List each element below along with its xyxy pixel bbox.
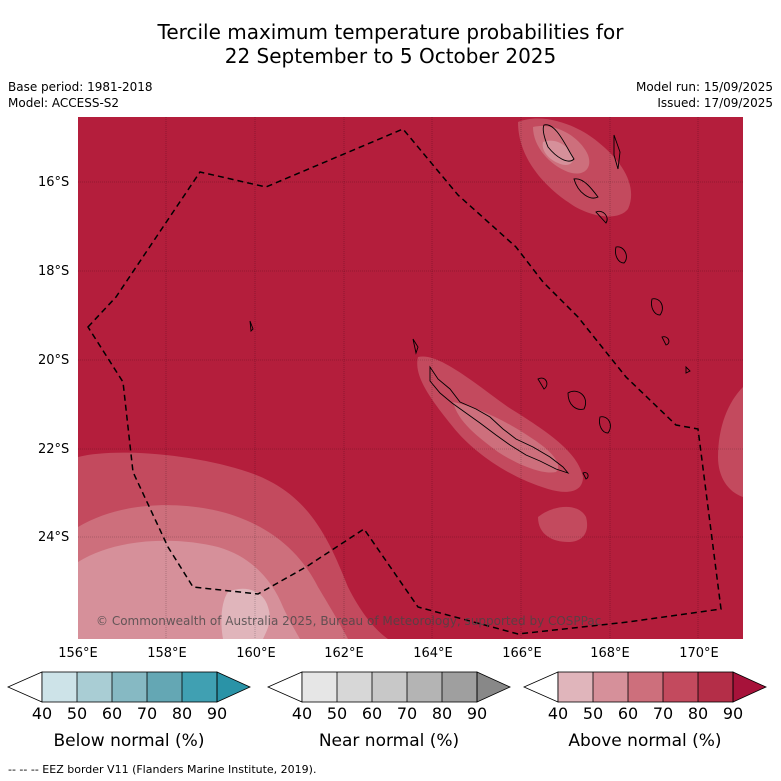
- coastline-lifou: [567, 390, 586, 410]
- probability-map: [78, 117, 743, 639]
- coastline-espiritu-santo: [542, 124, 575, 162]
- colorbar-above-segment-2: [593, 672, 628, 702]
- coastline-pentecost: [613, 134, 621, 170]
- lon-label-160e: 160°E: [236, 646, 276, 661]
- above-tick-40: 40: [547, 704, 569, 723]
- below-tick-40: 40: [31, 704, 53, 723]
- colorbar-below-segment-6: [216, 671, 251, 703]
- colorbar-below-normal: [7, 671, 251, 703]
- issued-date: Issued: 17/09/2025: [657, 96, 773, 110]
- coastline-small-island-1: [249, 320, 254, 332]
- coastline-isle-of-pines: [582, 472, 589, 480]
- contour-above-60-vanuatu: [542, 140, 574, 165]
- coastline-erromango: [615, 246, 627, 264]
- lon-label-164e: 164°E: [413, 646, 453, 661]
- colorbar-near-segment-2: [337, 672, 372, 702]
- coastline-aneityum: [661, 336, 670, 346]
- colorbar-above-segment-1: [558, 672, 593, 702]
- eez-border: [87, 128, 722, 635]
- above-tick-50: 50: [582, 704, 604, 723]
- colorbar-below-segment-0: [7, 671, 43, 703]
- coastline-small-island-2: [685, 365, 691, 374]
- lat-label-22s: 22°S: [38, 442, 70, 457]
- above-tick-80: 80: [687, 704, 709, 723]
- colorbar-near-segment-3: [372, 672, 407, 702]
- near-tick-80: 80: [431, 704, 453, 723]
- below-tick-70: 70: [136, 704, 158, 723]
- lon-label-170e: 170°E: [679, 646, 719, 661]
- above-tick-90: 90: [722, 704, 744, 723]
- near-tick-40: 40: [291, 704, 313, 723]
- lat-label-24s: 24°S: [38, 530, 70, 545]
- coastline-ouvea: [537, 377, 548, 390]
- model-name: Model: ACCESS-S2: [8, 96, 120, 110]
- base-period: Base period: 1981-2018: [8, 80, 153, 94]
- contour-above-70-new-caledonia: [453, 402, 559, 473]
- lat-label-20s: 20°S: [38, 353, 70, 368]
- colorbar-below-segment-4: [147, 672, 182, 702]
- coastline-new-caledonia: [429, 365, 570, 474]
- near-tick-50: 50: [326, 704, 348, 723]
- below-tick-50: 50: [66, 704, 88, 723]
- lon-label-162e: 162°E: [324, 646, 364, 661]
- colorbar-near-segment-6: [476, 671, 511, 703]
- colorbar-above-normal: [523, 671, 767, 703]
- colorbar-above-segment-4: [663, 672, 698, 702]
- below-tick-60: 60: [101, 704, 123, 723]
- colorbar-near-normal: [267, 671, 511, 703]
- above-tick-70: 70: [652, 704, 674, 723]
- model-run: Model run: 15/09/2025: [635, 80, 773, 94]
- chart-title-line-2: 22 September to 5 October 2025: [224, 44, 557, 68]
- lon-label-158e: 158°E: [147, 646, 187, 661]
- lat-label-16s: 16°S: [38, 175, 70, 190]
- chart-title-line-1: Tercile maximum temperature probabilitie…: [157, 20, 624, 44]
- legend-title-below-normal: Below normal (%): [53, 731, 205, 751]
- lon-label-156e: 156°E: [58, 646, 98, 661]
- colorbar-above-segment-3: [628, 672, 663, 702]
- coastlines: [249, 124, 691, 480]
- colorbar-above-segment-6: [732, 671, 767, 703]
- below-tick-80: 80: [171, 704, 193, 723]
- coastline-mare: [599, 416, 611, 434]
- below-tick-90: 90: [206, 704, 228, 723]
- near-tick-60: 60: [361, 704, 383, 723]
- colorbar-near-segment-5: [442, 672, 477, 702]
- colorbar-below-segment-1: [42, 672, 77, 702]
- colorbar-near-segment-4: [407, 672, 442, 702]
- legend-title-near-normal: Near normal (%): [318, 731, 460, 751]
- colorbar-above-segment-5: [698, 672, 733, 702]
- coastline-efate: [595, 210, 608, 224]
- coastline-tanna: [651, 298, 663, 316]
- coastline-grande-terre-north: [412, 338, 419, 355]
- graticule: [78, 117, 743, 639]
- copyright-notice: © Commonwealth of Australia 2025, Bureau…: [96, 614, 602, 628]
- above-tick-60: 60: [617, 704, 639, 723]
- legend-title-above-normal: Above normal (%): [568, 731, 722, 751]
- lat-label-18s: 18°S: [38, 264, 70, 279]
- colorbar-near-segment-1: [302, 672, 337, 702]
- colorbar-near-segment-0: [267, 671, 303, 703]
- colorbar-above-segment-0: [523, 671, 559, 703]
- eez-footnote: -- -- -- EEZ border V11 (Flanders Marine…: [8, 763, 317, 776]
- colorbar-below-segment-3: [112, 672, 147, 702]
- near-tick-70: 70: [396, 704, 418, 723]
- coastline-malekula: [573, 178, 599, 199]
- contour-above-50-sw: [221, 588, 270, 639]
- colorbar-below-segment-2: [77, 672, 112, 702]
- lon-label-166e: 166°E: [502, 646, 542, 661]
- near-tick-90: 90: [466, 704, 488, 723]
- contour-above-80-south-patch: [538, 506, 588, 542]
- contour-above-80-east: [718, 387, 743, 497]
- colorbar-below-segment-5: [182, 672, 217, 702]
- lon-label-168e: 168°E: [590, 646, 630, 661]
